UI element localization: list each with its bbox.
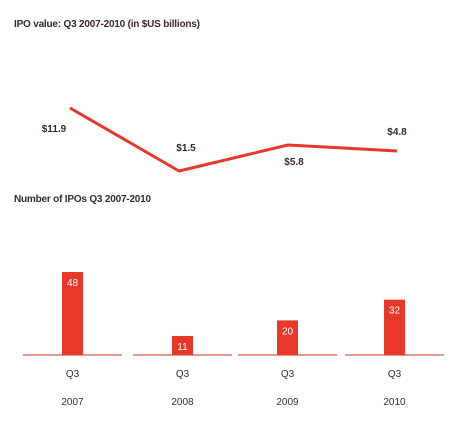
bar-q3-2010: [384, 299, 405, 355]
line-value-label: $1.5: [176, 143, 196, 154]
x-tick-label-quarter: Q3: [176, 369, 190, 380]
bar-q3-2008: [172, 335, 193, 355]
x-tick-label-quarter: Q3: [66, 369, 80, 380]
bar-value-label: 20: [282, 326, 294, 337]
x-tick-label-year: 2007: [61, 397, 84, 408]
bar-q3-2007: [62, 272, 83, 355]
bar-chart-title: Number of IPOs Q3 2007-2010: [14, 194, 151, 205]
x-tick-label-year: 2009: [276, 397, 299, 408]
x-tick-label-quarter: Q3: [388, 369, 402, 380]
line-value-label: $4.8: [387, 127, 407, 138]
line-value-label: $5.8: [284, 157, 304, 168]
bar-value-label: 11: [177, 342, 188, 353]
line-value-label: $11.9: [42, 124, 67, 135]
line-chart-title: IPO value: Q3 2007-2010 (in $US billions…: [14, 19, 200, 30]
x-tick-label-year: 2010: [383, 397, 406, 408]
line-series-ipo-value: [69, 106, 398, 173]
bar-q3-2009: [277, 320, 298, 355]
bar-value-label: 32: [389, 306, 401, 317]
x-tick-label-quarter: Q3: [281, 369, 295, 380]
bar-value-label: 48: [67, 278, 79, 289]
x-tick-label-year: 2008: [171, 397, 194, 408]
